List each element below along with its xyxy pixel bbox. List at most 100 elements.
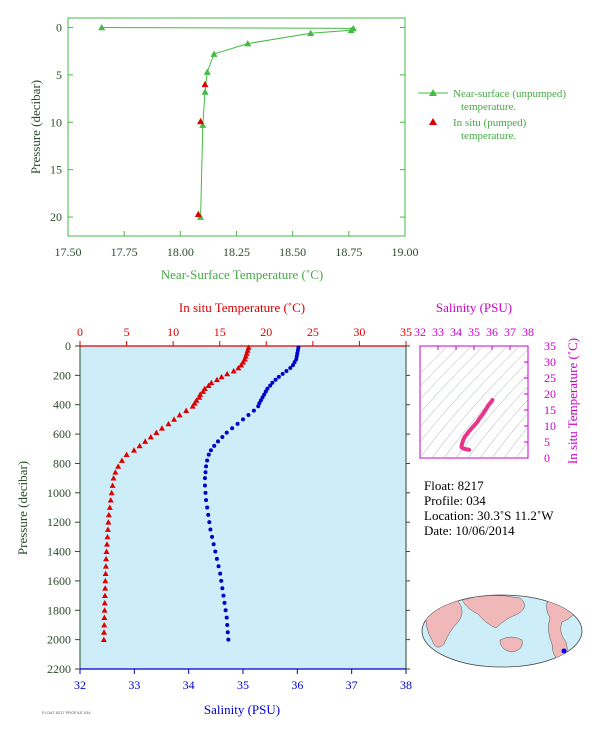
temperature-tick-label: 5: [124, 325, 130, 339]
salinity-point: [268, 383, 273, 388]
ts-temperature-tick-label: 0: [544, 451, 550, 465]
temperature-point: [115, 463, 122, 469]
pressure-tick-label: 600: [53, 427, 71, 441]
ts-salinity-tick-label: 33: [432, 325, 444, 339]
temperature-point: [101, 607, 108, 613]
temperature-point: [196, 394, 203, 400]
x-tick-label: 18.25: [223, 245, 250, 259]
pressure-tick-label: 2000: [47, 633, 71, 647]
salinity-point: [225, 622, 230, 627]
footer-stamp: FLOAT 8217 PROFILE 034: [42, 710, 91, 715]
density-contour: [420, 346, 485, 414]
ts-salinity-tick-label: 36: [486, 325, 498, 339]
temperature-tick-label: 25: [307, 325, 319, 339]
temperature-tick-label: 20: [260, 325, 272, 339]
temperature-point: [218, 373, 225, 380]
pressure-tick-label: 0: [65, 339, 71, 353]
salinity-point: [204, 498, 209, 503]
pressure-tick-label: 1200: [47, 515, 71, 529]
density-contour: [515, 441, 528, 458]
salinity-point: [203, 490, 208, 495]
salinity-point: [213, 549, 218, 554]
temperature-point: [147, 434, 154, 440]
ts-diagram: 32 33 34 35 36 37 38 0 5 10 15 20 25 30 35 Salinity (…: [414, 300, 580, 465]
temperature-point: [131, 447, 138, 453]
temperature-tick-label: 0: [77, 325, 83, 339]
temperature-point: [199, 388, 206, 394]
temperature-point: [224, 370, 231, 377]
temperature-axis-ticks: 0 5 10 15 20 25 30 35: [77, 325, 412, 346]
temperature-point: [105, 519, 112, 525]
temperature-tick-label: 35: [400, 325, 412, 339]
salinity-point: [290, 363, 295, 368]
temperature-point: [183, 407, 190, 413]
ts-temperature-tick-label: 15: [544, 403, 556, 417]
salinity-point: [202, 483, 207, 488]
temperature-tick-label: 30: [353, 325, 365, 339]
x-tick-label: 19.00: [392, 245, 419, 259]
pressure-tick-label: 200: [53, 368, 71, 382]
salinity-point: [208, 448, 213, 453]
near-surface-legend: Near-surface (unpumped) temperature. In …: [418, 88, 566, 142]
temperature-point: [108, 489, 115, 496]
ts-temperature-ticks: 0 5 10 15 20 25 30 35: [524, 339, 556, 465]
salinity-point: [265, 386, 270, 391]
near-surface-series: [98, 23, 357, 220]
unpumped-temperature-point: [244, 40, 252, 47]
salinity-point: [218, 571, 223, 576]
salinity-tick-label: 35: [237, 678, 249, 692]
temperature-tick-label: 10: [167, 325, 179, 339]
temperature-point: [101, 614, 108, 621]
salinity-point: [241, 417, 245, 422]
pressure-tick-label: 1600: [47, 574, 71, 588]
salinity-point: [260, 395, 265, 400]
temperature-point: [105, 511, 112, 518]
ts-salinity-ticks: 32 33 34 35 36 37 38: [414, 325, 534, 350]
temperature-point: [103, 555, 110, 562]
temperature-point: [205, 382, 212, 389]
temperature-point: [109, 482, 116, 488]
world-map: [421, 594, 583, 668]
ts-salinity-tick-label: 37: [504, 325, 516, 339]
x-tick-label: 17.75: [111, 245, 138, 259]
salinity-point: [270, 380, 275, 385]
ts-temperature-tick-label: 25: [544, 371, 556, 385]
legend-marker-pumped: [429, 118, 437, 125]
temperature-point: [102, 577, 109, 584]
temperature-point: [104, 541, 111, 547]
salinity-tick-label: 37: [346, 678, 358, 692]
temperature-point: [213, 376, 220, 383]
temperature-point: [106, 504, 113, 510]
salinity-point: [251, 408, 256, 413]
salinity-point: [207, 520, 212, 525]
salinity-point: [210, 534, 215, 539]
salinity-point: [280, 371, 285, 376]
pressure-tick-label: 2200: [47, 662, 71, 676]
float-id: Float: 8217: [424, 478, 484, 493]
ts-temperature-tick-label: 5: [544, 435, 550, 449]
salinity-point: [220, 435, 225, 440]
salinity-point: [263, 389, 268, 394]
salinity-point: [224, 430, 229, 435]
unpumped-temperature-point: [199, 121, 207, 128]
density-contour: [479, 399, 528, 458]
salinity-point: [216, 564, 221, 569]
temperature-point: [100, 636, 107, 643]
temperature-point: [101, 629, 108, 635]
temperature-point: [235, 365, 242, 371]
temperature-point: [165, 420, 172, 427]
y-tick-label: 15: [50, 163, 62, 177]
salinity-point: [216, 439, 221, 444]
x-tick-label: 18.00: [167, 245, 194, 259]
salinity-tick-label: 36: [291, 678, 303, 692]
temperature-point: [153, 429, 160, 436]
ts-plot-frame: [419, 345, 529, 459]
temperature-tick-label: 15: [214, 325, 226, 339]
temperature-point: [104, 533, 111, 540]
near-surface-chart: 17.50 17.75 18.00 18.25 18.50 18.75 19.00 0 5 10…: [28, 17, 566, 282]
salinity-point: [212, 443, 217, 448]
temperature-point: [110, 475, 117, 481]
ts-salinity-label: Salinity (PSU): [436, 300, 512, 315]
salinity-point: [258, 398, 263, 403]
float-info: Float: 8217 Profile: 034 Location: 30.3˚…: [424, 478, 554, 538]
